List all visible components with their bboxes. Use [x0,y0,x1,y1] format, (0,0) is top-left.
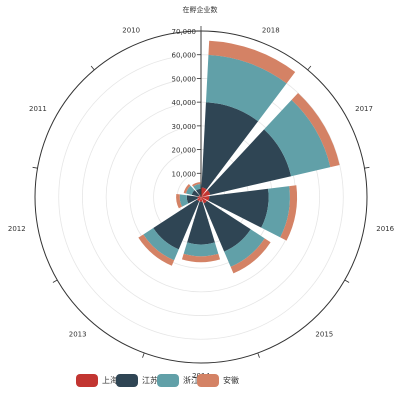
angle-category-label: 2018 [262,27,280,35]
bar-segment [197,196,201,199]
bar-segment [185,185,195,195]
bar-segment [186,195,198,204]
legend-label: 江苏 [142,375,158,385]
bar-segment [280,185,298,241]
bar-segment [196,188,201,196]
bar-segment [208,188,269,228]
legend-swatch [197,373,219,387]
bar-segment [224,229,265,267]
angle-category-label: 2012 [8,225,26,233]
bar-segment [191,190,200,197]
bar-segment [264,99,331,177]
angle-category-label: 2011 [29,105,47,113]
bar-segment [261,186,290,238]
bar-segment [181,253,221,263]
angle-category-label: 2010 [122,27,140,35]
angle-category-label: 2017 [355,105,373,113]
bar-segment [153,199,200,250]
bar-segment [205,54,287,122]
radial-tick-label: 20,000 [172,147,197,155]
radial-tick-label: 70,000 [172,28,197,36]
bar-segment [230,238,271,274]
bar-segment [183,242,219,257]
angle-category-label: 2015 [315,330,333,338]
legend-item[interactable]: 上海 [76,370,118,390]
bar-segment [197,197,201,202]
bar-segment [193,183,201,191]
radial-tick-label: 30,000 [172,123,197,131]
angle-tick-mark [364,166,370,169]
radial-tick-label: 10,000 [172,170,197,178]
legend-swatch [157,373,179,387]
legend-swatch [76,373,98,387]
angle-tick-mark [90,65,95,71]
angle-tick-mark [257,352,260,358]
bar-segment [179,194,189,207]
bar-segment [201,187,207,197]
angle-tick-mark [307,65,312,71]
bar-segment [192,182,201,187]
bar-segment [138,234,175,266]
bar-segment [199,197,203,202]
radial-tick-label: 40,000 [172,99,197,107]
legend-label: 安徽 [223,375,239,385]
bar-segment [201,102,259,190]
bar-segment [203,200,251,252]
axis-layer: 在孵企业数 10,000 20,000 30,000 40,000 50,000 60,0… [8,5,395,380]
bar-segment [207,129,292,195]
bar-segment [187,201,215,245]
bar-segment [291,92,340,168]
angle-category-label: 2013 [69,330,87,338]
bar-segment [201,190,211,197]
legend: 上海 江苏 浙江 安徽 [0,370,415,390]
bar-segment [201,195,210,201]
legend-item[interactable]: 安徽 [197,370,239,390]
legend-label: 上海 [102,375,118,385]
angle-tick-mark [344,279,350,283]
angle-tick-mark [32,166,38,169]
angle-tick-mark [142,352,145,358]
legend-item[interactable]: 浙江 [157,370,199,390]
radial-tick-label: 50,000 [172,75,197,83]
radial-tick-label: 60,000 [172,52,197,60]
bar-segment [208,40,296,84]
legend-label: 浙江 [183,375,199,385]
bar-segment [183,183,191,194]
angle-category-label: 2016 [376,225,394,233]
bars-layer [138,40,340,274]
bar-segment [143,227,179,261]
angle-tick-mark [52,279,58,283]
legend-swatch [116,373,138,387]
legend-item[interactable]: 江苏 [116,370,158,390]
radial-axis-title: 在孵企业数 [183,5,218,14]
bar-segment [176,193,182,209]
bar-segment [201,197,207,204]
bar-segment [198,195,201,197]
